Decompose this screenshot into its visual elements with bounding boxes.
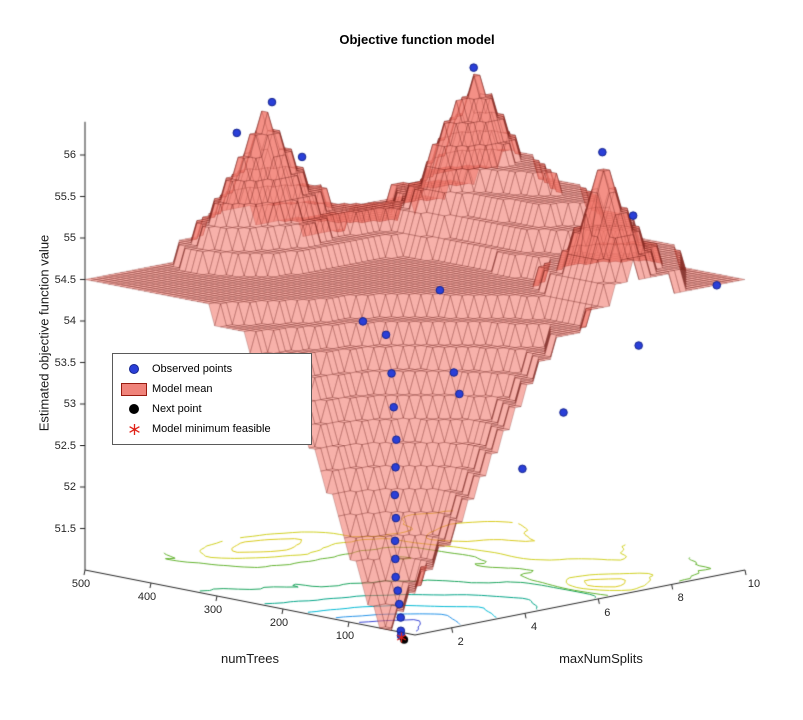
y-tick-label: 4: [530, 621, 538, 634]
z-tick-label: 55.5: [54, 190, 76, 203]
legend-label-next-point: Next point: [152, 403, 202, 415]
x-tick-label: 500: [71, 578, 91, 590]
y-tick-label: 10: [747, 578, 761, 590]
legend-label-observed-points: Observed points: [152, 363, 233, 375]
x-axis-label: numTrees: [220, 651, 280, 666]
x-tick-label: 400: [137, 591, 157, 603]
legend-label-model-minimum-feasible: Model minimum feasible: [152, 423, 271, 435]
z-tick-label: 54: [63, 315, 76, 327]
z-tick-label: 53.5: [54, 356, 76, 369]
y-axis-label: maxNumSplits: [559, 651, 643, 666]
z-axis-label: Estimated objective function value: [36, 234, 52, 432]
x-tick-label: 200: [269, 617, 289, 629]
y-tick-label: 8: [677, 592, 684, 605]
model-minimum-feasible-marker-icon: [119, 423, 149, 436]
next-point-marker-icon: [119, 404, 149, 414]
z-tick-label: 55: [63, 232, 76, 244]
legend-entry-model-mean: Model mean: [119, 379, 305, 399]
z-tick-label: 56: [63, 149, 76, 161]
y-tick-label: 2: [457, 635, 464, 648]
z-tick-label: 53: [63, 398, 76, 410]
chart-title: Objective function model: [339, 32, 495, 47]
y-tick-label: 6: [604, 606, 611, 619]
legend-label-model-mean: Model mean: [152, 383, 213, 395]
x-tick-label: 300: [203, 604, 223, 616]
z-tick-label: 51.5: [54, 522, 76, 535]
legend-entry-model-minimum-feasible: Model minimum feasible: [119, 419, 305, 439]
observed-points-marker-icon: [119, 364, 149, 374]
model-mean-patch-icon: [119, 382, 149, 396]
x-tick-label: 100: [335, 630, 355, 642]
legend-entry-observed-points: Observed points: [119, 359, 305, 379]
z-tick-label: 52: [63, 481, 76, 493]
legend-entry-next-point: Next point: [119, 399, 305, 419]
z-tick-label: 52.5: [54, 439, 76, 452]
z-tick-label: 54.5: [54, 273, 76, 286]
legend: Observed points Model mean Next point Mo…: [112, 353, 312, 445]
